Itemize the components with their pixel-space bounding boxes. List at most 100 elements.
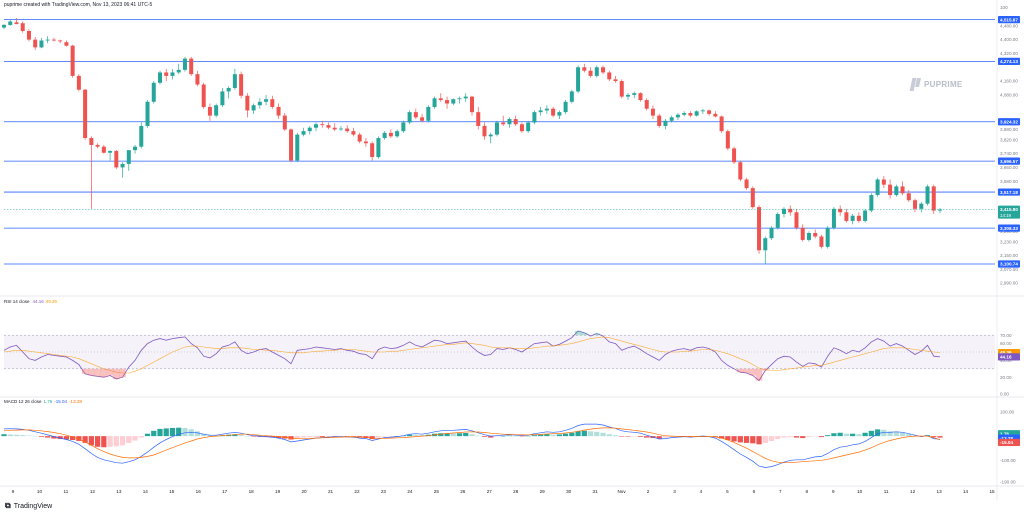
candle xyxy=(732,146,737,164)
candle xyxy=(120,162,125,178)
candle xyxy=(913,198,918,213)
macd-histogram-bar xyxy=(731,436,737,442)
level-price-tag-text: 4,515.87 xyxy=(1000,17,1018,22)
candle xyxy=(189,56,194,76)
candle xyxy=(782,207,786,218)
candle xyxy=(569,89,574,104)
level-price-tag-bg xyxy=(998,188,1020,196)
price-axis-tick: 4,080.00 xyxy=(1000,92,1018,97)
candle-body xyxy=(326,125,331,128)
macd-histogram-bar xyxy=(406,434,413,437)
candle-body xyxy=(207,106,212,116)
puprime-watermark-text: PUPRIME xyxy=(924,80,963,89)
candle xyxy=(463,93,468,102)
macd-signal-line xyxy=(3,427,941,464)
candle xyxy=(126,150,131,171)
candle-body xyxy=(214,105,219,116)
candle-body xyxy=(913,200,918,209)
time-axis-label: 23 xyxy=(381,489,387,494)
candle xyxy=(14,18,19,25)
macd-histogram-bar xyxy=(893,431,899,437)
candle xyxy=(89,136,94,209)
candle xyxy=(83,88,88,140)
candle xyxy=(619,79,624,99)
macd-histogram-bar xyxy=(594,431,600,437)
candle xyxy=(707,109,712,116)
candle xyxy=(881,176,886,189)
candle xyxy=(314,122,318,132)
candle xyxy=(931,184,936,215)
candle-body xyxy=(576,67,581,92)
candle-body xyxy=(376,138,381,158)
macd-histogram-bar xyxy=(868,430,874,437)
candle xyxy=(682,111,687,117)
price-axis-tick: 3,820.00 xyxy=(1000,137,1018,142)
candle xyxy=(638,92,643,102)
candle-body xyxy=(607,72,612,80)
candle xyxy=(532,110,537,125)
candle xyxy=(557,110,562,120)
candle-body xyxy=(775,214,780,228)
candle xyxy=(875,177,880,197)
macd-histogram-bar xyxy=(57,436,63,440)
macd-histogram-bar xyxy=(937,436,943,438)
macd-histogram-bar xyxy=(850,433,856,437)
candle-body xyxy=(83,89,88,139)
macd-histogram-bar xyxy=(169,427,176,437)
candle-body xyxy=(813,233,818,237)
candle-body xyxy=(351,131,356,135)
tradingview-footer-text: TradingView xyxy=(13,502,53,510)
price-axis-tick: 2,990.00 xyxy=(1000,281,1018,286)
candle-body xyxy=(688,113,693,116)
candle xyxy=(519,122,524,133)
candle-body xyxy=(120,163,125,168)
candle-body xyxy=(239,74,244,96)
rsi-pane-label[interactable]: RSI 14 close 44.16 49.36 xyxy=(4,299,57,304)
macd-histogram-bar xyxy=(20,435,26,437)
candle xyxy=(838,205,843,216)
candle-body xyxy=(482,125,487,137)
macd-pane-label[interactable]: MACD 12 26 close 1.76 -15.04 -13.28 xyxy=(4,399,82,404)
macd-signal-value: -15.04 xyxy=(54,399,68,404)
candle xyxy=(145,100,150,128)
time-axis-label: 10 xyxy=(857,489,863,494)
candle xyxy=(33,37,38,50)
candle-body xyxy=(39,40,44,48)
candle xyxy=(632,91,637,99)
candle-body xyxy=(713,113,718,117)
candle-body xyxy=(401,122,406,132)
candle xyxy=(239,71,244,99)
candle-body xyxy=(158,72,162,83)
candle-body xyxy=(182,58,187,70)
macd-histogram-bar xyxy=(144,433,151,437)
candle-body xyxy=(189,58,194,75)
candle-body xyxy=(126,150,131,164)
candle-body xyxy=(133,146,138,151)
tradingview-footer[interactable]: ⧉ TradingView xyxy=(5,501,52,511)
candle xyxy=(470,95,474,116)
price-axis-tick: 4,160.00 xyxy=(1000,79,1018,84)
rsi-ma-value: 49.36 xyxy=(45,299,58,304)
level-price-tag-text: 3,308.33 xyxy=(1000,226,1018,231)
candle-body xyxy=(345,128,350,132)
macd-histogram-bar xyxy=(575,431,581,437)
macd-histogram-bar xyxy=(662,436,669,438)
candle xyxy=(582,63,587,73)
candle xyxy=(276,103,281,120)
time-axis-label: 31 xyxy=(593,489,599,494)
candle xyxy=(226,86,231,99)
candle-body xyxy=(270,99,275,107)
price-axis-tick: 3,660.00 xyxy=(1000,165,1018,170)
candle xyxy=(382,131,387,140)
candle-body xyxy=(426,106,431,121)
macd-histogram-bar xyxy=(581,430,587,437)
candle xyxy=(26,29,31,42)
time-axis-label: 22 xyxy=(354,489,360,494)
candle xyxy=(563,100,568,114)
candle xyxy=(675,113,680,120)
candle-body xyxy=(14,22,19,25)
candle-body xyxy=(938,209,942,211)
macd-histogram-bar xyxy=(488,436,494,438)
macd-histogram-bar xyxy=(138,436,144,438)
